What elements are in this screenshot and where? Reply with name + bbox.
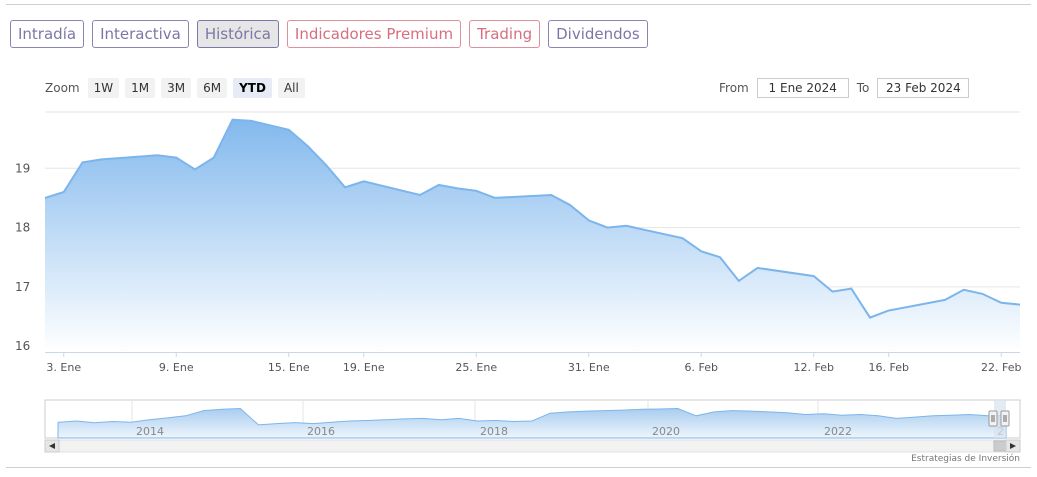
navigator-label-2020: 2020 — [652, 425, 680, 438]
x-axis: 3. Ene 9. Ene 15. Ene 19. Ene 25. Ene 31. Ene… — [46, 352, 1021, 374]
zoom-6m-button[interactable]: 6M — [197, 78, 228, 98]
top-divider — [6, 4, 1031, 5]
navigator-label-2018: 2018 — [480, 425, 508, 438]
series-area-fill — [45, 119, 1020, 352]
navigator-selection — [994, 400, 1006, 438]
scrollbar-track — [44, 439, 1021, 453]
navigator-label-2022: 2022 — [824, 425, 852, 438]
navigator-handle-right[interactable] — [1000, 410, 1010, 427]
x-tick-label: 31. Ene — [568, 361, 610, 374]
scrollbar-thumb[interactable] — [993, 440, 1007, 452]
zoom-1m-button[interactable]: 1M — [125, 78, 156, 98]
zoom-1w-button[interactable]: 1W — [87, 78, 120, 98]
y-tick-label: 19 — [15, 161, 30, 175]
scroll-right-arrow-icon — [1010, 443, 1016, 449]
y-tick-label: 16 — [15, 339, 30, 353]
x-tick-label: 19. Ene — [343, 361, 385, 374]
x-tick-label: 16. Feb — [869, 361, 909, 374]
x-tick-label: 9. Ene — [159, 361, 194, 374]
tab-interactiva[interactable]: Interactiva — [92, 20, 189, 48]
navigator[interactable]: 201420162018202020222 — [44, 399, 1021, 439]
series-line — [44, 118, 1021, 319]
series-area — [44, 118, 1021, 353]
x-tick-label: 15. Ene — [268, 361, 310, 374]
scrollbar[interactable] — [44, 439, 1021, 453]
bottom-divider — [6, 467, 1031, 468]
tab-historica[interactable]: Histórica — [196, 20, 279, 48]
navigator-series — [57, 407, 1007, 439]
to-date-input[interactable]: 23 Feb 2024 — [877, 78, 970, 98]
y-axis: 16 17 18 19 — [15, 161, 30, 353]
zoom-label: Zoom — [45, 81, 80, 95]
navigator-label-2014: 2014 — [136, 425, 164, 438]
chart-tabs: Intradía Interactiva Histórica Indicador… — [10, 20, 648, 48]
tab-indicadores-premium[interactable]: Indicadores Premium — [286, 20, 462, 48]
zoom-3m-button[interactable]: 3M — [161, 78, 192, 98]
x-tick-label: 6. Feb — [685, 361, 718, 374]
tab-dividendos[interactable]: Dividendos — [548, 20, 648, 48]
credit-text: Estrategias de Inversión — [911, 454, 1020, 464]
x-tick-label: 3. Ene — [46, 361, 81, 374]
x-tick-label: 25. Ene — [455, 361, 497, 374]
date-range: From 1 Ene 2024 To 23 Feb 2024 — [719, 78, 977, 98]
x-tick-label: 12. Feb — [794, 361, 834, 374]
tab-trading[interactable]: Trading — [469, 20, 541, 48]
navigator-label-2016: 2016 — [307, 425, 335, 438]
zoom-selector: Zoom 1W 1M 3M 6M YTD All — [45, 78, 305, 98]
to-label: To — [856, 81, 870, 95]
y-tick-label: 18 — [15, 221, 30, 235]
from-date-input[interactable]: 1 Ene 2024 — [756, 78, 849, 98]
from-label: From — [719, 81, 749, 95]
zoom-ytd-button[interactable]: YTD — [233, 78, 272, 98]
tab-intradia[interactable]: Intradía — [10, 20, 85, 48]
x-tick-label: 22. Feb — [981, 361, 1021, 374]
scroll-left-arrow-icon — [49, 443, 55, 449]
zoom-all-button[interactable]: All — [277, 78, 305, 98]
navigator-handle-left[interactable] — [988, 410, 998, 427]
y-tick-label: 17 — [15, 280, 30, 294]
